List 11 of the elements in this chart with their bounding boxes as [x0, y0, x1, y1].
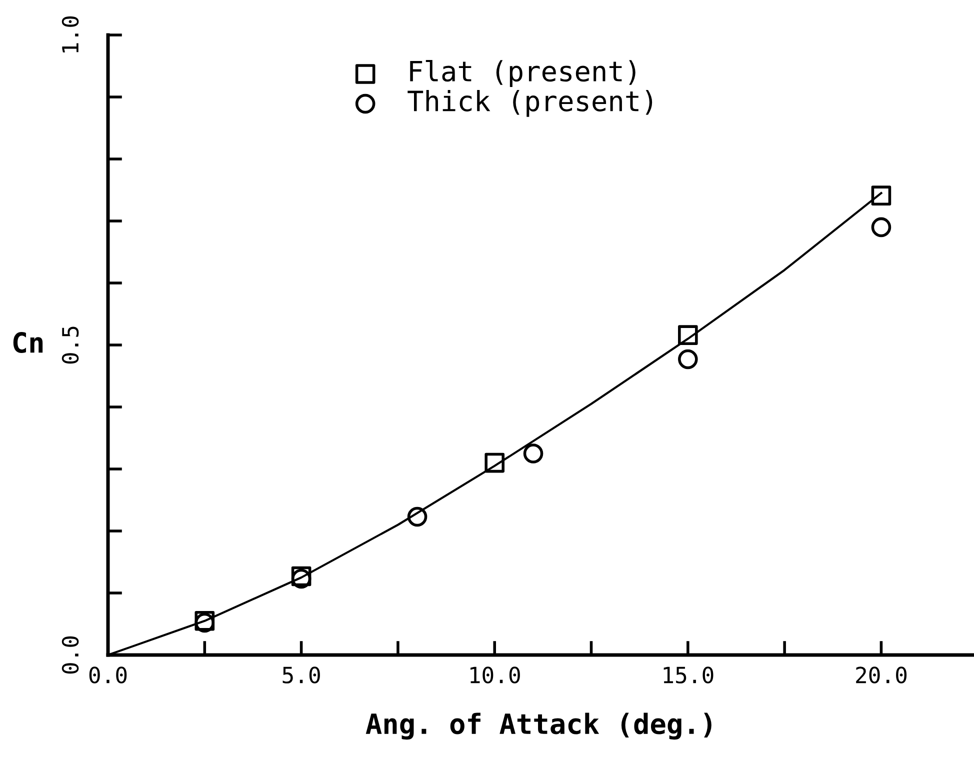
x-tick-label: 0.0 [89, 666, 127, 684]
x-tick-label: 5.0 [282, 666, 320, 684]
x-tick-label: 20.0 [856, 666, 907, 684]
y-tick-label: 0.5 [62, 326, 79, 364]
legend-label: Flat (present) [410, 60, 636, 88]
legend-label: Thick (present) [408, 90, 652, 117]
x-axis-title: Ang. of Attack (deg.) [366, 712, 712, 740]
y-tick-label: 1.0 [62, 16, 79, 52]
y-axis-title: Cn [13, 332, 43, 354]
x-tick-label: 10.0 [470, 666, 520, 684]
x-tick-label: 15.0 [664, 666, 714, 684]
